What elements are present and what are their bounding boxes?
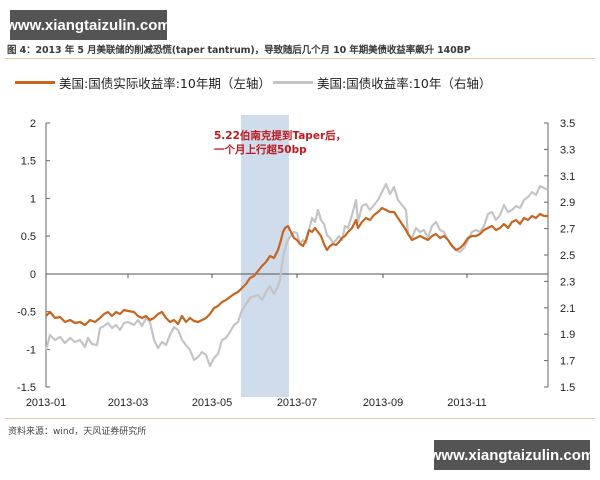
right-y-axis xyxy=(544,122,549,388)
x-tick-2013-07: 2013-07 xyxy=(277,397,317,409)
legend-swatch-nominal-yield xyxy=(273,81,313,84)
title-divider xyxy=(5,58,595,59)
right-tick-1.5: 1.5 xyxy=(560,382,575,394)
taper-annotation: 5.22伯南克提到Taper后， 一个月上行超50bp xyxy=(214,129,346,157)
legend-swatch-real-yield xyxy=(15,81,55,84)
x-tick-2013-11: 2013-11 xyxy=(447,397,487,409)
watermark-top: www.xiangtaizulin.com xyxy=(6,10,171,40)
nominal-yield-line xyxy=(44,182,549,368)
right-tick-3.1: 3.1 xyxy=(560,171,575,183)
figure-title: 图 4：2013 年 5 月美联储的削减恐慌(taper tantrum)，导致… xyxy=(7,45,471,56)
left-tick-neg1: -1 xyxy=(26,344,36,356)
real-yield-line xyxy=(45,206,548,327)
left-tick-1.5: 1.5 xyxy=(21,156,36,168)
left-tick-0: 0 xyxy=(30,269,36,281)
source-note: 资料来源：wind，天风证券研究所 xyxy=(8,427,147,437)
legend-label-nominal-yield: 美国:国债收益率:10年（右轴） xyxy=(317,76,492,91)
right-tick-1.9: 1.9 xyxy=(560,329,575,341)
right-y-tick-labels: 3.5 3.3 3.1 2.9 2.7 2.5 2.3 2.1 1.9 1.7 … xyxy=(560,118,575,394)
right-tick-2.3: 2.3 xyxy=(560,276,575,288)
left-y-tick-labels: 2 1.5 1 0.5 0 -0.5 -1 -1.5 xyxy=(17,118,36,394)
left-tick-0.5: 0.5 xyxy=(21,231,36,243)
x-tick-2013-05: 2013-05 xyxy=(192,397,232,409)
left-tick-1: 1 xyxy=(30,193,36,205)
right-tick-3.5: 3.5 xyxy=(560,118,575,130)
left-y-axis xyxy=(45,122,50,388)
right-tick-2.5: 2.5 xyxy=(560,250,575,262)
legend-item-nominal-yield: 美国:国债收益率:10年（右轴） xyxy=(273,73,491,92)
left-tick-neg1.5: -1.5 xyxy=(17,382,36,394)
right-tick-1.7: 1.7 xyxy=(560,356,575,368)
annotation-line-2: 一个月上行超50bp xyxy=(214,144,307,156)
left-tick-neg0.5: -0.5 xyxy=(17,307,36,319)
right-tick-2.9: 2.9 xyxy=(560,197,575,209)
x-axis xyxy=(45,273,548,278)
taper-shaded-region xyxy=(241,115,289,397)
right-tick-2.7: 2.7 xyxy=(560,224,575,236)
left-tick-2: 2 xyxy=(30,118,36,130)
x-tick-labels: 2013-01 2013-03 2013-05 2013-07 2013-09 … xyxy=(26,397,487,409)
legend-item-real-yield: 美国:国债实际收益率:10年期（左轴） xyxy=(15,73,271,92)
legend-label-real-yield: 美国:国债实际收益率:10年期（左轴） xyxy=(59,76,271,91)
annotation-line-1: 5.22伯南克提到Taper后， xyxy=(214,130,347,142)
x-tick-2013-09: 2013-09 xyxy=(363,397,403,409)
right-tick-2.1: 2.1 xyxy=(560,303,575,315)
source-divider xyxy=(5,418,595,419)
x-tick-2013-01: 2013-01 xyxy=(26,397,66,409)
x-tick-2013-03: 2013-03 xyxy=(108,397,148,409)
right-tick-3.3: 3.3 xyxy=(560,144,575,156)
watermark-bottom: www.xiangtaizulin.com xyxy=(430,440,594,470)
